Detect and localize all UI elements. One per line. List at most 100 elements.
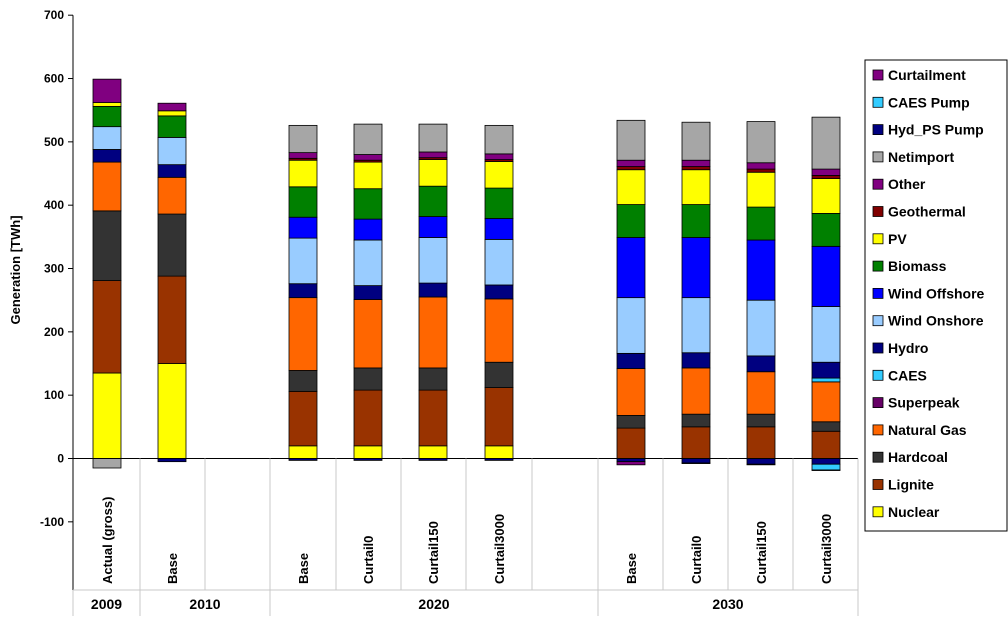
bar-segment-other-2 [288,152,318,159]
y-tick-label: 500 [44,135,64,149]
bar-segment-lignite-4 [418,389,448,447]
bar-segment-wind-onshore-1 [157,137,187,166]
bar-segment-curtailment-6 [616,461,646,466]
group-label: 2010 [189,596,220,612]
bar-segment-natural-gas-9 [811,381,841,423]
bar-segment-hyd-ps-pump-7 [681,458,711,464]
bar-segment-nuclear-0 [92,372,122,459]
bar-segment-lignite-9 [811,430,841,459]
bar-segment-other-3 [353,154,383,161]
bar-segment-hardcoal-7 [681,413,711,428]
bar-segment-geothermal-8 [746,168,776,173]
bar-segment-geothermal-6 [616,166,646,171]
y-tick-label: 700 [44,8,64,22]
bar-segment-netimport-3 [353,123,383,155]
legend-swatch [872,397,884,409]
bar-segment-hydro-0 [92,149,122,163]
category-label: Curtail3000 [492,514,507,584]
bar-segment-natural-gas-5 [484,298,514,363]
bar-segment-nuclear-1 [157,363,187,459]
bar-segment-other-7 [681,159,711,167]
bar-segment-lignite-7 [681,426,711,459]
y-tick-label: 300 [44,262,64,276]
bar-segment-netimport-8 [746,121,776,164]
bar-segment-other-0 [92,78,122,103]
bar-segment-biomass-2 [288,186,318,218]
bar-segment-nuclear-2 [288,445,318,459]
bar-segment-other-8 [746,162,776,170]
bar-segment-netimport-6 [616,119,646,161]
bar-segment-wind-onshore-5 [484,238,514,286]
bar-segment-pv-5 [484,161,514,189]
bar-segment-biomass-9 [811,213,841,247]
bar-segment-hardcoal-0 [92,210,122,281]
legend-swatch [872,206,884,217]
legend-entry: Hyd_PS Pump [888,122,984,138]
bar-segment-wind-onshore-8 [746,299,776,357]
bar-segment-wind-offshore-5 [484,218,514,240]
bar-segment-wind-onshore-0 [92,126,122,150]
bar-segment-hyd-ps-pump-8 [746,458,776,465]
bar-segment-wind-onshore-6 [616,297,646,354]
category-label: Base [296,553,311,584]
bar-segment-pv-8 [746,171,776,208]
legend-swatch [872,315,884,327]
category-label: Base [165,553,180,584]
bar-segment-hydro-8 [746,355,776,373]
legend-swatch [872,151,884,163]
bar-segment-wind-offshore-6 [616,237,646,299]
bar-segment-pv-3 [353,161,383,190]
y-tick-label: 100 [44,388,64,402]
bar-segment-netimport-2 [288,124,318,154]
bar-segment-natural-gas-0 [92,161,122,212]
category-label: Curtail150 [426,521,441,584]
bar-segment-pv-4 [418,159,448,187]
bar-segment-other-4 [418,151,448,159]
bar-segment-hardcoal-9 [811,421,841,432]
y-tick-label: -100 [40,515,64,529]
legend-entry: Nuclear [888,504,940,520]
bar-segment-wind-offshore-8 [746,239,776,301]
bar-segment-nuclear-4 [418,445,448,459]
bar-segment-other-6 [616,159,646,167]
bar-segment-curtailment-7 [681,462,711,464]
legend-swatch [872,342,884,354]
legend-entry: Other [888,176,926,192]
legend-swatch [872,178,884,190]
bar-segment-curtailment-8 [746,463,776,466]
bar-segment-hydro-6 [616,352,646,369]
legend-entry: Superpeak [888,395,960,411]
legend-entry: Hardcoal [888,449,948,465]
bar-segment-biomass-7 [681,204,711,238]
bar-segment-pv-7 [681,169,711,205]
bar-segment-geothermal-7 [681,166,711,171]
bar-segment-biomass-1 [157,115,187,138]
legend-swatch [872,369,884,381]
bar-segment-biomass-0 [92,105,122,128]
legend-entry: Natural Gas [888,422,967,438]
bar-segment-hydro-9 [811,361,841,379]
bar-segment-hyd-ps-pump-9 [811,458,841,465]
category-label: Curtail0 [689,536,704,584]
legend-swatch [872,96,884,108]
bar-segment-wind-offshore-2 [288,216,318,239]
bar-segment-hydro-1 [157,164,187,178]
bar-segment-hardcoal-2 [288,370,318,392]
bar-segment-caes-pump-9 [811,463,841,471]
legend-entry: Wind Offshore [888,285,985,301]
bar-segment-hydro-5 [484,284,514,300]
category-label: Actual (gross) [100,497,115,584]
bar-segment-netimport-7 [681,121,711,161]
bar-segment-natural-gas-4 [418,296,448,369]
legend-swatch [872,506,884,518]
legend-entry: CAES [888,367,927,383]
legend-swatch [872,260,884,272]
bar-segment-geothermal-9 [811,175,841,179]
bar-segment-other-9 [811,168,841,176]
bar-segment-biomass-5 [484,187,514,219]
bar-segment-wind-onshore-4 [418,237,448,284]
bar-segment-lignite-2 [288,390,318,447]
bar-segment-pv-0 [92,102,122,107]
bar-segment-wind-offshore-3 [353,218,383,241]
bar-segment-hydro-7 [681,352,711,369]
